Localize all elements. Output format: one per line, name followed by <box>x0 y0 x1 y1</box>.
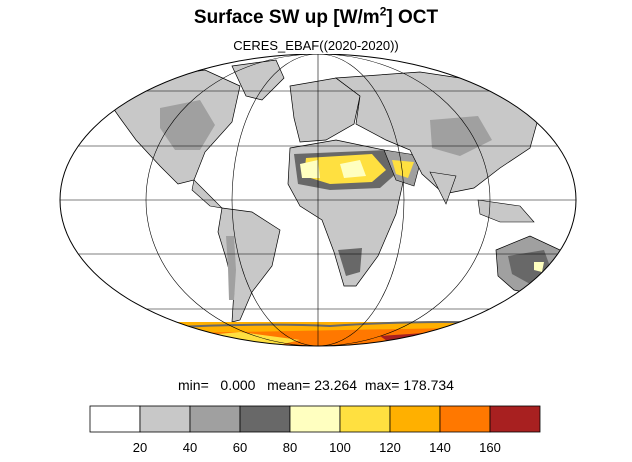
colorbar-tick-label: 20 <box>132 440 148 455</box>
landmass-maritime-asia <box>477 199 535 223</box>
map-boundary <box>59 54 577 347</box>
colorbar-tick-label: 100 <box>329 440 351 455</box>
mean-label: mean= <box>267 377 311 393</box>
arabia-bright-core <box>392 160 414 178</box>
colorbar-swatch <box>89 405 141 433</box>
landmass-greenland <box>231 59 285 101</box>
sahara-pale-center <box>340 160 366 178</box>
colorbar-swatch <box>439 405 491 433</box>
colorbar-swatch <box>389 405 441 433</box>
colorbar-tick-label: 120 <box>379 440 401 455</box>
colorbar-tick-label: 40 <box>182 440 198 455</box>
colorbar-tick-label: 80 <box>282 440 298 455</box>
landmass-north-america-interior <box>160 100 215 150</box>
title-superscript: 2 <box>379 4 387 19</box>
colorbar-swatch <box>339 405 391 433</box>
antarctica-outer <box>60 326 576 346</box>
plot-title: Surface SW up [W/m2] OCT <box>0 6 632 30</box>
landmass-south-america <box>217 207 281 323</box>
colorbar-swatch <box>189 405 241 433</box>
sahara-pale-edge <box>300 160 320 178</box>
colorbar-tick-label: 140 <box>429 440 451 455</box>
india <box>429 171 457 205</box>
colorbar-tick-label: 160 <box>479 440 501 455</box>
min-value: 0.000 <box>220 377 256 393</box>
landmass-andes <box>226 236 236 300</box>
max-value: 178.734 <box>403 377 454 393</box>
colorbar-tick-label: 60 <box>232 440 248 455</box>
title-suffix: ] OCT <box>386 7 439 28</box>
landmass-central-america <box>191 179 223 209</box>
min-label: min= <box>178 377 209 393</box>
gridline-meridian-120 <box>145 54 491 346</box>
world-map <box>59 54 577 347</box>
gridline-meridian-60 <box>231 54 405 346</box>
colorbar <box>89 405 541 433</box>
plot-subtitle: CERES_EBAF((2020-2020)) <box>233 38 399 53</box>
colorbar-swatch <box>489 405 541 433</box>
statistics-line: min= 0.000 mean= 23.264 max= 178.734 <box>0 376 632 394</box>
title-text: Surface SW up [W/m <box>193 7 380 28</box>
colorbar-swatch <box>239 405 291 433</box>
colorbar-swatch <box>289 405 341 433</box>
mean-value: 23.264 <box>314 377 358 393</box>
max-label: max= <box>364 377 400 393</box>
australia-bright-spot <box>534 262 544 272</box>
kalahari-region <box>338 248 362 276</box>
colorbar-swatch <box>139 405 191 433</box>
